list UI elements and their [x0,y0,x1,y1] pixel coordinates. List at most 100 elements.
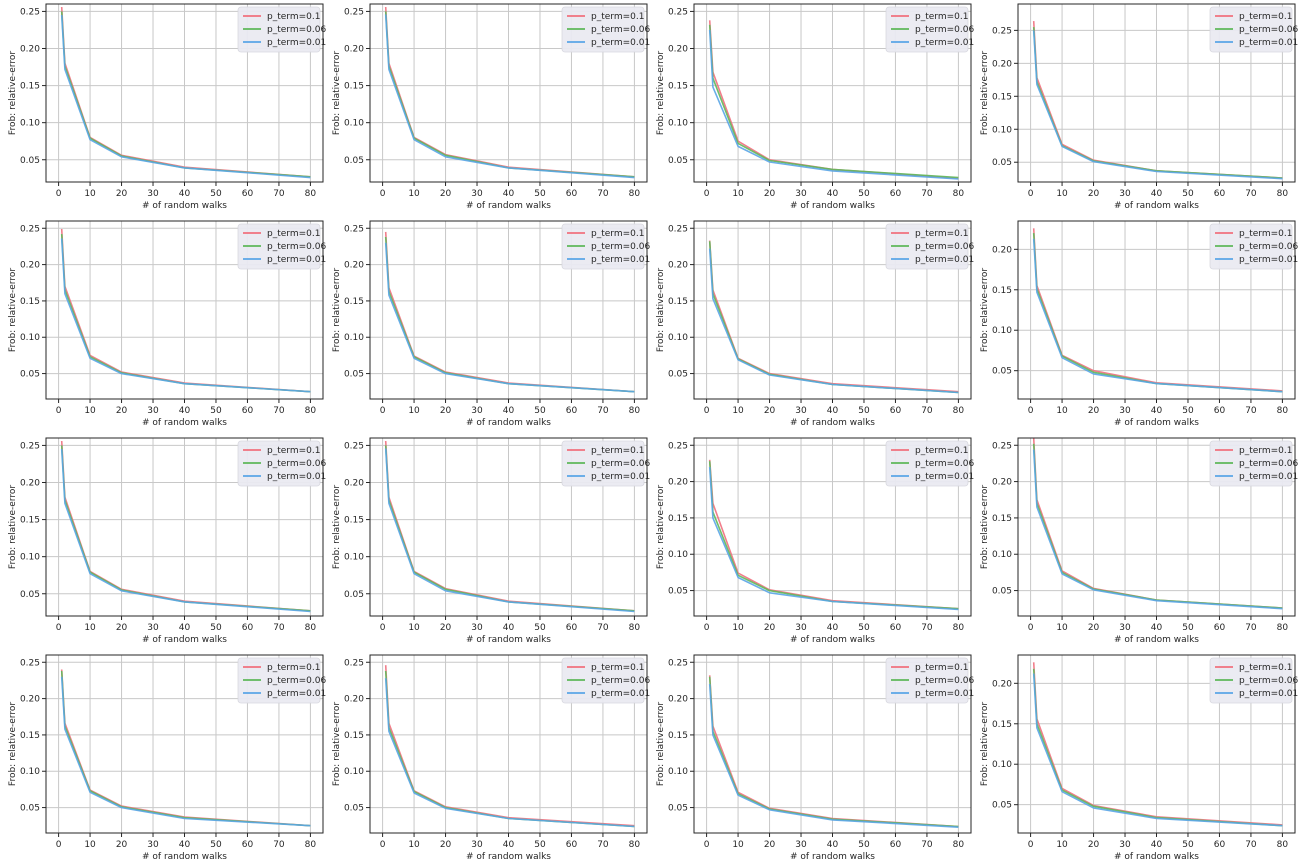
subplot-10: 0 10 20 30 40 50 60 70 80 0.05 0.10 0.15 0.20 0.25 # o… [332,437,650,645]
x-tick-label: 10 [408,189,420,199]
legend-box [561,223,645,270]
x-tick-label: 60 [242,189,254,199]
legend-label: p_term=0.1 [915,663,968,673]
y-tick-label: 0.15 [668,731,688,741]
legend-label: p_term=0.1 [915,229,968,239]
x-axis-label: # of random walks [790,201,875,211]
x-tick-label: 60 [890,840,902,850]
legend: p_term=0.1 p_term=0.06 p_term=0.01 [237,6,326,53]
x-tick-label: 40 [179,189,191,199]
y-tick-label: 0.20 [668,695,688,705]
series-line-p-term-0-01 [1032,673,1283,827]
legend-label: p_term=0.01 [267,689,326,699]
x-tick-label: 10 [84,623,96,633]
x-tick-label: 10 [1056,623,1068,633]
legend-label: p_term=0.01 [1239,38,1298,48]
x-tick-label: 40 [1151,623,1163,633]
series-line-p-term-0-01 [384,448,635,613]
y-tick-label: 0.20 [20,695,40,705]
x-tick-label: 10 [1056,406,1068,416]
subplot-13: 0 10 20 30 40 50 60 70 80 0.05 0.10 0.15 0.20 0.25 # o… [8,654,326,862]
x-tick-label: 0 [56,406,62,416]
x-tick-label: 40 [1151,189,1163,199]
y-tick-label: 0.10 [344,119,364,129]
legend-label: p_term=0.06 [1239,242,1298,252]
legend-label: p_term=0.1 [591,663,644,673]
x-tick-label: 50 [534,623,546,633]
y-axis-label: Frob: relative-error [980,702,990,786]
y-axis-label: Frob: relative-error [980,485,990,569]
legend-label: p_term=0.01 [267,472,326,482]
y-tick-label: 0.25 [344,224,364,234]
legend-label: p_term=0.01 [915,38,974,48]
x-tick-label: 20 [116,840,128,850]
x-tick-label: 80 [1277,406,1289,416]
x-tick-label: 20 [116,189,128,199]
y-tick-label: 0.05 [20,370,40,380]
x-tick-label: 70 [1245,840,1257,850]
x-tick-label: 0 [1028,840,1034,850]
y-tick-label: 0.10 [992,760,1012,770]
series-line-p-term-0-01 [708,684,959,828]
x-tick-label: 70 [597,840,609,850]
y-tick-label: 0.20 [668,478,688,488]
x-tick-label: 10 [84,840,96,850]
y-tick-label: 0.05 [992,367,1012,377]
series-line-p-term-0-01 [60,238,311,393]
y-tick-label: 0.20 [992,478,1012,488]
y-tick-label: 0.15 [344,297,364,307]
y-tick-label: 0.20 [344,45,364,55]
legend-box [885,657,969,704]
x-tick-label: 10 [1056,189,1068,199]
legend-box [237,657,321,704]
y-axis-label: Frob: relative-error [656,702,666,786]
x-tick-label: 0 [380,623,386,633]
x-tick-label: 60 [890,189,902,199]
y-axis-label: Frob: relative-error [8,268,18,352]
legend-label: p_term=0.06 [915,242,974,252]
x-tick-label: 40 [1151,406,1163,416]
x-tick-label: 50 [534,406,546,416]
legend-label: p_term=0.01 [591,472,650,482]
legend-box [237,6,321,53]
subplot-14: 0 10 20 30 40 50 60 70 80 0.05 0.10 0.15 0.20 0.25 # o… [332,654,650,862]
x-tick-label: 0 [56,840,62,850]
x-tick-label: 80 [305,189,317,199]
y-tick-label: 0.10 [20,767,40,777]
y-tick-label: 0.05 [20,590,40,600]
y-tick-label: 0.05 [344,804,364,814]
y-tick-label: 0.15 [344,516,364,526]
subplot-4: 0 10 20 30 40 50 60 70 80 0.05 0.10 0.15 0.20 0.25 # o… [980,3,1298,211]
x-tick-label: 70 [597,623,609,633]
legend: p_term=0.1 p_term=0.06 p_term=0.01 [885,223,974,270]
x-tick-label: 20 [764,406,776,416]
x-tick-label: 40 [827,406,839,416]
x-tick-label: 60 [1214,840,1226,850]
x-tick-label: 20 [440,623,452,633]
legend-box [885,440,969,487]
x-axis-label: # of random walks [466,418,551,428]
x-tick-label: 20 [116,623,128,633]
x-tick-label: 40 [503,406,515,416]
x-tick-label: 20 [1088,623,1100,633]
legend-label: p_term=0.06 [1239,676,1298,686]
x-tick-label: 30 [1119,623,1131,633]
y-tick-label: 0.10 [344,333,364,343]
x-tick-label: 10 [1056,840,1068,850]
y-tick-label: 0.10 [992,326,1012,336]
legend-label: p_term=0.01 [591,689,650,699]
y-axis-label: Frob: relative-error [656,268,666,352]
legend-label: p_term=0.1 [1239,12,1292,22]
legend-label: p_term=0.1 [1239,446,1292,456]
legend-label: p_term=0.1 [915,12,968,22]
y-tick-label: 0.15 [668,514,688,524]
legend-label: p_term=0.01 [915,689,974,699]
y-tick-label: 0.15 [668,82,688,92]
y-tick-label: 0.15 [20,731,40,741]
legend-label: p_term=0.06 [591,25,650,35]
y-tick-label: 0.15 [992,514,1012,524]
y-axis-label: Frob: relative-error [8,485,18,569]
x-tick-label: 10 [408,623,420,633]
y-tick-label: 0.25 [668,224,688,234]
series-line-p-term-0-01 [708,248,959,394]
